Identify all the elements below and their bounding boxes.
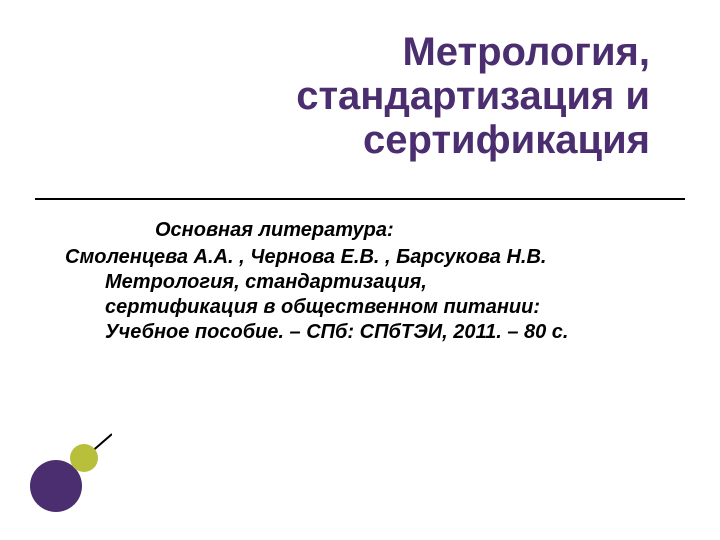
literature-heading: Основная литература: [155, 218, 655, 243]
literature-body-line-3: Учебное пособие. – СПб: СПбТЭИ, 2011. – … [105, 320, 655, 345]
decor-circle-small [70, 444, 98, 472]
title-block: Метрология, стандартизация и сертификаци… [296, 30, 650, 162]
horizontal-rule [35, 198, 685, 200]
literature-body-line-1: Метрология, стандартизация, [105, 270, 655, 295]
title-line-1: Метрология, [296, 30, 650, 74]
literature-body-line-2: сертификация в общественном питании: [105, 295, 655, 320]
literature-authors: Смоленцева А.А. , Чернова Е.В. , Барсуко… [65, 245, 655, 270]
literature-block: Основная литература: Смоленцева А.А. , Ч… [65, 218, 655, 345]
title-line-2: стандартизация и [296, 74, 650, 118]
corner-decoration [22, 428, 112, 518]
slide: Метрология, стандартизация и сертификаци… [0, 0, 720, 540]
title-line-3: сертификация [296, 118, 650, 162]
